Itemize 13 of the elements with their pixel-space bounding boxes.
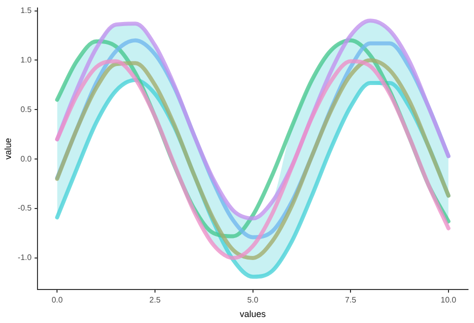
x-tick-label: 10.0 bbox=[440, 296, 457, 305]
x-tick-label: 0.0 bbox=[52, 296, 64, 305]
x-tick-label: 2.5 bbox=[149, 296, 162, 305]
x-axis-title: values bbox=[240, 309, 266, 320]
y-axis-title: value bbox=[2, 138, 13, 160]
y-tick-label: -0.5 bbox=[18, 204, 32, 213]
y-tick-label: 0.5 bbox=[20, 104, 32, 114]
x-tick-label: 5.0 bbox=[247, 296, 259, 305]
x-tick-label: 7.5 bbox=[345, 296, 357, 305]
y-tick-label: -1.0 bbox=[18, 253, 32, 262]
y-tick-label: 0.0 bbox=[20, 154, 32, 164]
y-tick-label: 1.5 bbox=[20, 6, 32, 15]
y-tick-label: 1.0 bbox=[20, 55, 32, 64]
